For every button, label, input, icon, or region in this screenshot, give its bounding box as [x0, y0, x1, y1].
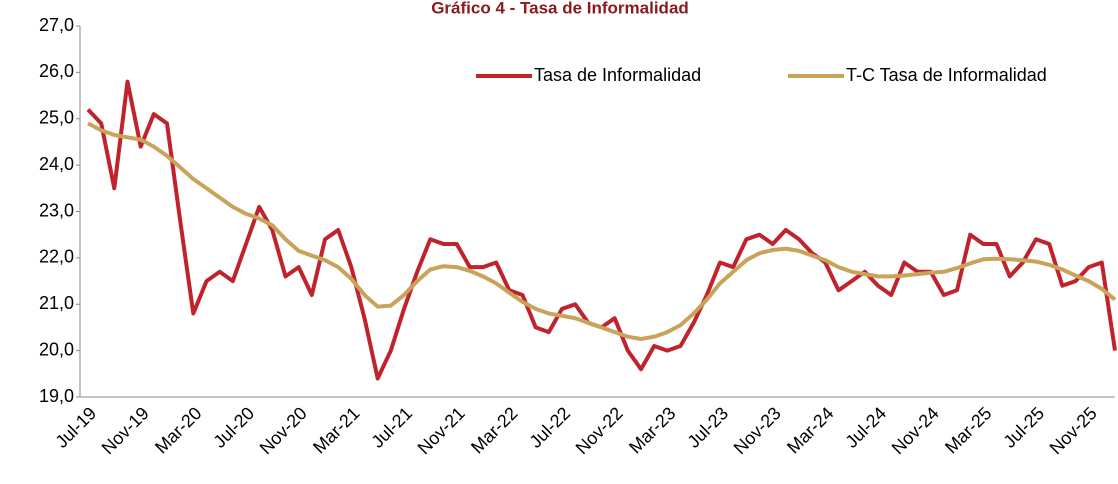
x-tick-label: Jul-22 [525, 403, 574, 452]
x-tick-label: Nov-19 [98, 403, 153, 458]
y-tick-label: 25,0 [39, 108, 74, 128]
y-tick-label: 26,0 [39, 61, 74, 81]
legend-label: Tasa de Informalidad [534, 65, 701, 85]
x-tick-label: Jul-20 [209, 403, 258, 452]
y-tick-label: 21,0 [39, 293, 74, 313]
x-tick-label: Jul-25 [999, 403, 1048, 452]
x-tick-label: Jul-24 [841, 403, 890, 452]
x-tick-label: Mar-24 [783, 403, 837, 457]
y-tick-label: 24,0 [39, 154, 74, 174]
x-tick-label: Jul-19 [51, 403, 100, 452]
series-line [87, 121, 1117, 341]
chart-title: Gráfico 4 - Tasa de Informalidad [431, 0, 689, 17]
y-tick-label: 27,0 [39, 15, 74, 35]
x-tick-label: Mar-21 [309, 403, 363, 457]
x-tick-label: Nov-25 [1046, 403, 1101, 458]
x-tick-label: Mar-20 [151, 403, 205, 457]
x-tick-label: Mar-25 [941, 403, 995, 457]
y-tick-label: 19,0 [39, 386, 74, 406]
y-tick-label: 22,0 [39, 247, 74, 267]
x-tick-label: Nov-23 [730, 403, 785, 458]
y-tick-label: 20,0 [39, 339, 74, 359]
x-tick-label: Jul-21 [367, 403, 416, 452]
x-tick-label: Nov-20 [256, 403, 311, 458]
x-tick-label: Mar-22 [467, 403, 521, 457]
x-tick-label: Mar-23 [625, 403, 679, 457]
x-tick-label: Jul-23 [683, 403, 732, 452]
x-tick-label: Nov-24 [888, 403, 943, 458]
legend-label: T-C Tasa de Informalidad [846, 65, 1047, 85]
y-tick-label: 23,0 [39, 200, 74, 220]
x-tick-label: Nov-22 [572, 403, 627, 458]
series-line [86, 79, 1117, 381]
x-tick-label: Nov-21 [414, 403, 469, 458]
